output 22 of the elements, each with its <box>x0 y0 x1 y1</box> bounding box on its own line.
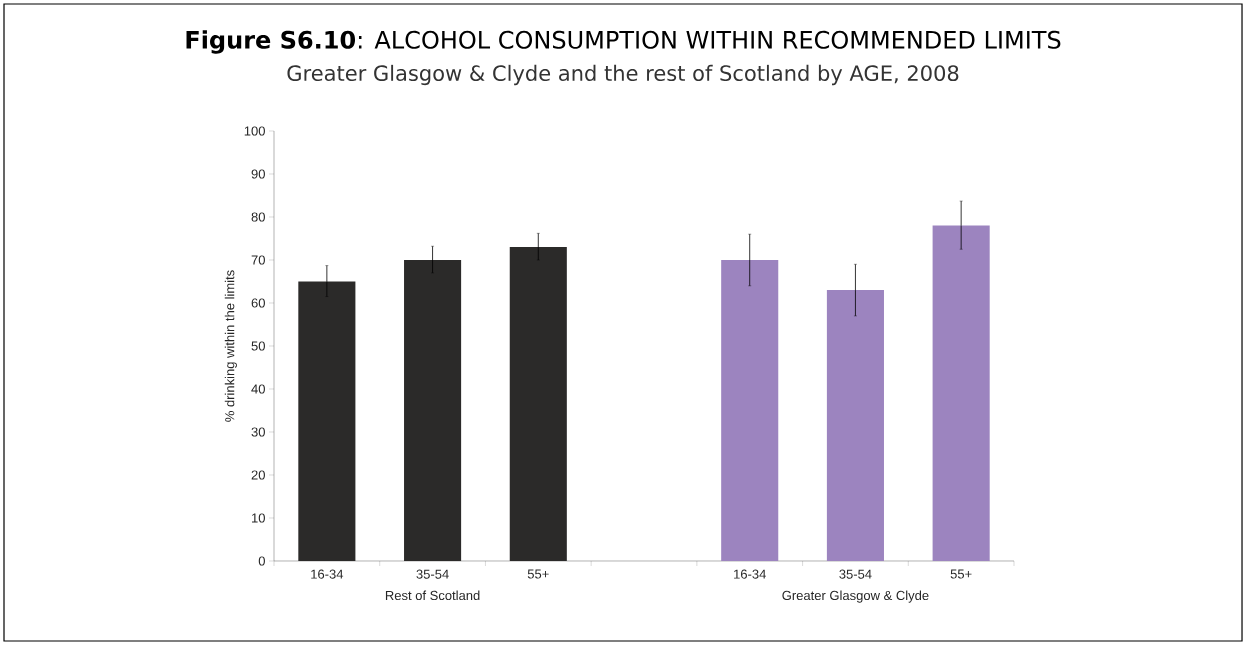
x-tick-label: 16-34 <box>734 569 766 579</box>
x-tick-label: 35-54 <box>839 569 872 579</box>
x-tick-label: 55+ <box>527 569 549 579</box>
y-tick-label: 20 <box>251 470 265 480</box>
text: Greater Glasgow & Clyde <box>782 590 929 603</box>
y-tick-label: 50 <box>251 341 265 351</box>
y-tick-label: 80 <box>251 212 265 222</box>
y-tick-label: 90 <box>251 169 265 179</box>
x-tick-label: 16-34 <box>311 569 344 579</box>
text: Rest of Scotland <box>385 590 480 601</box>
y-tick-label: 40 <box>251 384 265 394</box>
y-tick-label: 10 <box>252 513 265 523</box>
y-tick-label: 60 <box>251 298 265 308</box>
y-axis-title: % drinking within the limits <box>224 270 237 422</box>
chart-title: Figure S6.10: ALCOHOL CONSUMPTION WITHIN RECOMMENDED LIMITS <box>186 30 1061 54</box>
y-tick-label: 30 <box>251 427 265 437</box>
x-tick-label: 55+ <box>950 569 972 579</box>
y-tick-label: 0 <box>258 556 265 566</box>
y-tick-label: 70 <box>251 255 265 265</box>
y-tick-label: 100 <box>244 126 265 136</box>
x-tick-label: 35-54 <box>416 569 449 579</box>
chart-subtitle: Greater Glasgow & Clyde and the rest of Scotland by AGE, 2008 <box>287 64 959 86</box>
